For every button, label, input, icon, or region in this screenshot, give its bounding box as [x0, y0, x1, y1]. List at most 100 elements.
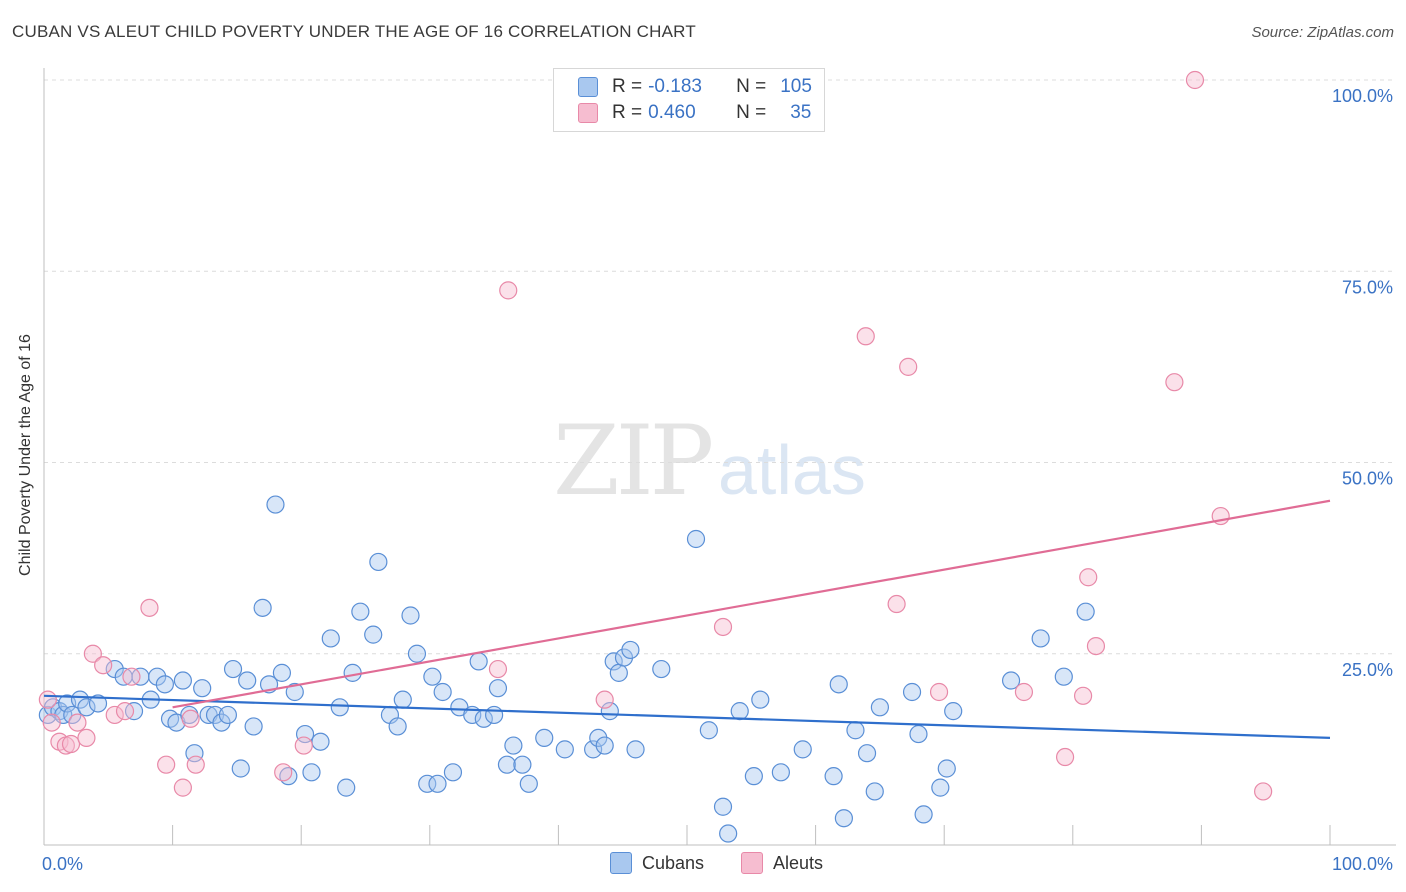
aleuts-point [77, 728, 96, 748]
aleuts-point [887, 594, 906, 614]
cubans-point [388, 717, 407, 736]
cubans-point [609, 663, 628, 682]
cubans-point [155, 675, 174, 694]
cubans-point [369, 552, 388, 572]
aleuts-point [38, 690, 57, 709]
r-label: R = [612, 102, 643, 123]
y-tick-label: 25.0% [1342, 660, 1393, 680]
cubans-point [337, 778, 356, 797]
aleuts-point [157, 755, 176, 774]
cubans-point [295, 724, 315, 744]
aleuts-point [186, 755, 205, 774]
cubans-point [218, 705, 237, 725]
cubans-point [902, 682, 922, 702]
legend-item-cubans[interactable]: Cubans [610, 852, 704, 874]
aleuts-point [499, 281, 518, 300]
cubans-point [302, 763, 321, 782]
aleuts-point [140, 598, 159, 617]
cubans-point [730, 702, 749, 721]
cubans-point [751, 690, 770, 709]
aleuts-point [1086, 636, 1106, 656]
cubans-point [829, 675, 848, 694]
cubans-point [513, 755, 532, 774]
cubans-point [238, 671, 257, 690]
aleuts-swatch [578, 103, 598, 123]
correlation-legend: R = -0.183 N = 105 R = 0.460 N = 35 [553, 68, 825, 132]
cubans-point [719, 824, 738, 843]
aleuts-point [1079, 568, 1098, 587]
aleuts-point [105, 705, 124, 725]
cubans-point [744, 767, 763, 786]
legend-item-aleuts[interactable]: Aleuts [741, 852, 823, 874]
r-label: R = [612, 76, 643, 97]
aleuts-point [488, 659, 508, 679]
cubans-point [686, 529, 706, 549]
cubans-point [824, 767, 843, 786]
n-label: N = [736, 102, 767, 123]
cubans-point [488, 679, 508, 698]
cubans-point [846, 721, 865, 740]
cubans-point [1054, 667, 1073, 686]
cubans-point [793, 740, 812, 759]
cubans-point [857, 744, 877, 763]
cubans-point [1031, 629, 1050, 648]
aleuts-trend-line [172, 499, 1331, 709]
cubans-point [266, 495, 285, 514]
aleuts-point [1055, 747, 1075, 767]
cubans-point [393, 690, 412, 709]
cubans-point [148, 667, 167, 686]
aleuts-point [1254, 782, 1273, 801]
x-tick-label-max: 100.0% [1332, 854, 1393, 874]
aleuts-point [181, 709, 200, 728]
legend-label-cubans: Cubans [642, 852, 705, 873]
cubans-point [931, 778, 950, 797]
cubans-point [519, 774, 538, 793]
cubans-point [937, 759, 956, 778]
cubans-point [173, 671, 192, 690]
cubans-point [604, 652, 623, 671]
r-value-cubans: -0.183 [648, 76, 702, 97]
cubans-point [865, 782, 884, 801]
cubans-point [433, 682, 452, 702]
aleuts-point [173, 778, 192, 797]
aleuts-point [1185, 70, 1205, 90]
cubans-point [330, 698, 349, 717]
aleuts-point [294, 736, 313, 755]
cubans-point [909, 724, 928, 744]
cubans-trend-line [43, 694, 1331, 739]
aleuts-legend-swatch [741, 852, 763, 874]
cubans-point [418, 774, 437, 793]
cubans-point [485, 705, 504, 725]
cubans-point [193, 679, 212, 698]
cubans-point [244, 717, 263, 736]
aleuts-point [899, 357, 918, 376]
cubans-point [1076, 602, 1095, 621]
cubans-point [469, 652, 488, 671]
cubans-point [713, 797, 733, 816]
cubans-point [834, 809, 853, 828]
legend-label-aleuts: Aleuts [773, 852, 824, 873]
watermark-atlas: atlas [718, 431, 866, 509]
x-tick-label-min: 0.0% [42, 854, 83, 874]
cubans-point [595, 736, 614, 755]
source-label: Source: ZipAtlas.com [1251, 24, 1394, 41]
cubans-point [621, 640, 640, 660]
cubans-point [555, 740, 574, 759]
aleuts-point [713, 617, 733, 637]
cubans-point [652, 659, 671, 679]
cubans-point [231, 759, 250, 778]
cubans-point [428, 774, 447, 793]
aleuts-point [61, 734, 81, 754]
aleuts-point [274, 763, 293, 782]
cubans-point [364, 625, 383, 644]
aleuts-point [1014, 682, 1034, 702]
cubans-point [311, 732, 330, 751]
aleuts-point [115, 702, 135, 721]
watermark-zip: ZIP [553, 405, 714, 517]
cubans-point [423, 667, 442, 686]
aleuts-point [856, 327, 875, 346]
aleuts-point [42, 713, 61, 732]
cubans-point [351, 602, 370, 621]
cubans-point [401, 606, 420, 625]
